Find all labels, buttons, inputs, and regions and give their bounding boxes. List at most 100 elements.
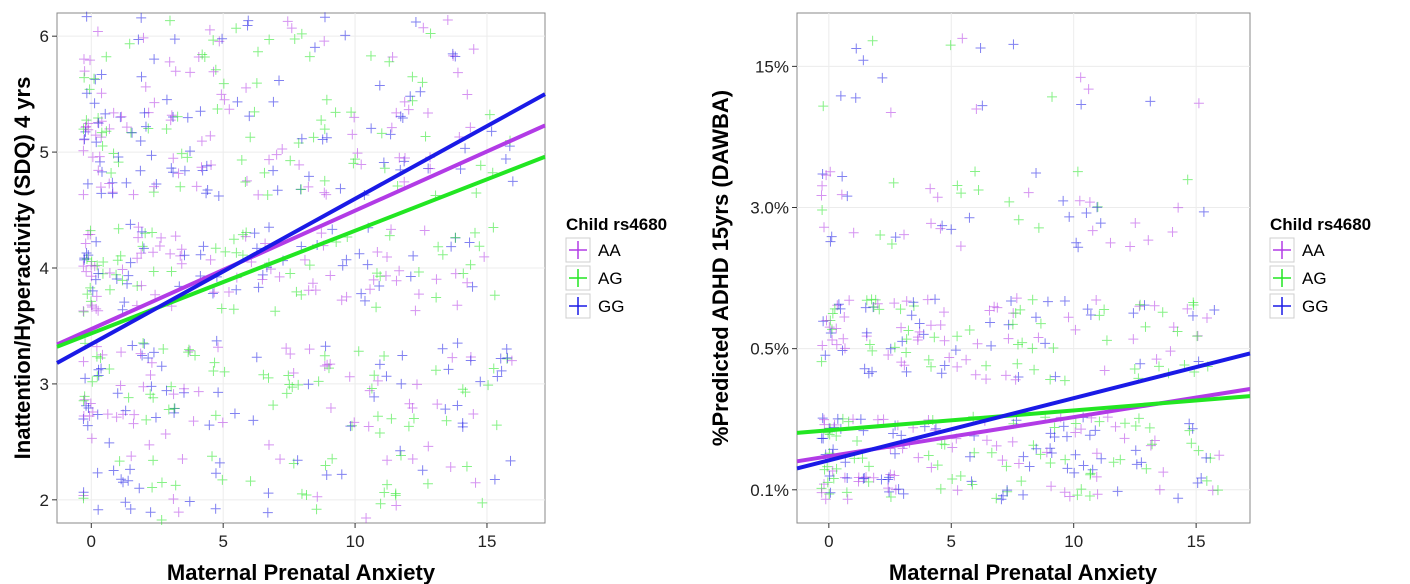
scatter-point-gg (138, 243, 149, 254)
scatter-point-aa (922, 294, 933, 305)
scatter-point-ag (441, 415, 452, 426)
scatter-point-ag (1188, 297, 1199, 308)
scatter-point-aa (901, 296, 912, 307)
scatter-point-aa (361, 512, 372, 523)
scatter-point-aa (170, 231, 181, 242)
scatter-point-ag (1154, 361, 1164, 372)
scatter-point-gg (1130, 445, 1141, 456)
legend-2-title: Child rs4680 (1270, 215, 1371, 234)
scatter-point-aa (196, 162, 207, 173)
scatter-point-ag (319, 124, 330, 135)
panel-2-y-axis-label: %Predicted ADHD 15yrs (DAWBA) (708, 90, 733, 446)
scatter-point-aa (419, 225, 430, 236)
scatter-point-gg (898, 488, 909, 499)
scatter-point-aa (410, 305, 421, 316)
scatter-point-ag (379, 487, 390, 498)
scatter-point-aa (165, 248, 176, 259)
scatter-point-aa (1023, 187, 1034, 198)
scatter-point-gg (405, 271, 416, 282)
scatter-point-ag (952, 180, 963, 191)
scatter-point-ag (147, 482, 158, 493)
scatter-point-aa (817, 180, 828, 191)
scatter-point-gg (850, 92, 861, 103)
legend-label-ag: AG (1302, 269, 1327, 288)
scatter-point-ag (218, 78, 229, 89)
scatter-point-aa (265, 264, 276, 275)
scatter-point-gg (1192, 478, 1203, 489)
scatter-point-ag (955, 471, 966, 482)
scatter-point-gg (309, 42, 320, 53)
scatter-point-ag (81, 115, 92, 126)
scatter-point-gg (1064, 211, 1075, 222)
scatter-point-ag (889, 342, 900, 353)
scatter-point-aa (104, 268, 115, 279)
scatter-point-aa (821, 170, 832, 181)
scatter-point-gg (825, 327, 836, 338)
scatter-point-gg (918, 329, 929, 340)
scatter-point-aa (952, 361, 963, 372)
scatter-point-aa (271, 149, 282, 160)
scatter-point-aa (206, 159, 217, 170)
scatter-point-ag (1076, 484, 1087, 495)
scatter-point-ag (89, 73, 100, 84)
scatter-point-ag (932, 460, 943, 471)
scatter-point-ag (210, 243, 221, 254)
scatter-point-gg (374, 359, 385, 370)
scatter-point-gg (136, 71, 147, 82)
scatter-point-aa (241, 82, 252, 93)
scatter-point-ag (945, 40, 956, 51)
scatter-point-ag (1007, 319, 1018, 330)
scatter-point-aa (1158, 467, 1169, 478)
scatter-point-aa (196, 136, 207, 147)
scatter-point-aa (1070, 324, 1081, 335)
scatter-point-gg (337, 260, 348, 271)
scatter-point-gg (274, 75, 285, 86)
scatter-point-aa (176, 244, 187, 255)
scatter-point-gg (1135, 358, 1146, 369)
scatter-point-ag (371, 302, 382, 313)
scatter-point-ag (166, 266, 177, 277)
scatter-point-aa (1149, 300, 1160, 311)
scatter-point-aa (303, 285, 314, 296)
scatter-point-gg (303, 379, 314, 390)
scatter-point-gg (1013, 372, 1024, 383)
scatter-point-aa (452, 67, 463, 78)
scatter-point-aa (191, 181, 202, 192)
scatter-point-aa (93, 305, 104, 316)
scatter-point-ag (228, 234, 239, 245)
scatter-point-ag (1212, 485, 1223, 496)
scatter-point-gg (1084, 430, 1095, 441)
scatter-point-gg (906, 310, 917, 321)
scatter-point-gg (985, 317, 996, 328)
scatter-point-gg (486, 126, 497, 137)
scatter-point-aa (1059, 487, 1070, 498)
scatter-point-ag (981, 360, 992, 371)
scatter-point-aa (78, 356, 89, 367)
scatter-point-gg (833, 299, 844, 310)
scatter-point-aa (407, 453, 418, 464)
scatter-point-ag (1070, 418, 1081, 429)
scatter-point-aa (1064, 491, 1075, 502)
scatter-point-aa (108, 107, 119, 118)
scatter-point-aa (831, 339, 842, 350)
scatter-point-gg (213, 387, 224, 398)
scatter-point-gg (496, 365, 507, 376)
scatter-point-gg (127, 127, 138, 138)
scatter-point-ag (390, 490, 401, 501)
scatter-point-gg (135, 165, 146, 176)
scatter-point-aa (844, 295, 855, 306)
scatter-point-ag (1130, 420, 1141, 431)
scatter-point-aa (285, 349, 296, 360)
scatter-point-aa (281, 343, 292, 354)
scatter-point-aa (947, 442, 958, 453)
scatter-point-ag (375, 271, 386, 282)
scatter-point-ag (437, 249, 448, 260)
scatter-point-ag (1013, 214, 1024, 225)
scatter-point-aa (883, 483, 894, 494)
scatter-point-ag (382, 479, 393, 490)
scatter-point-aa (981, 435, 992, 446)
scatter-point-aa (294, 159, 305, 170)
scatter-point-gg (437, 343, 448, 354)
scatter-point-ag (1001, 461, 1012, 472)
scatter-point-ag (249, 106, 260, 117)
